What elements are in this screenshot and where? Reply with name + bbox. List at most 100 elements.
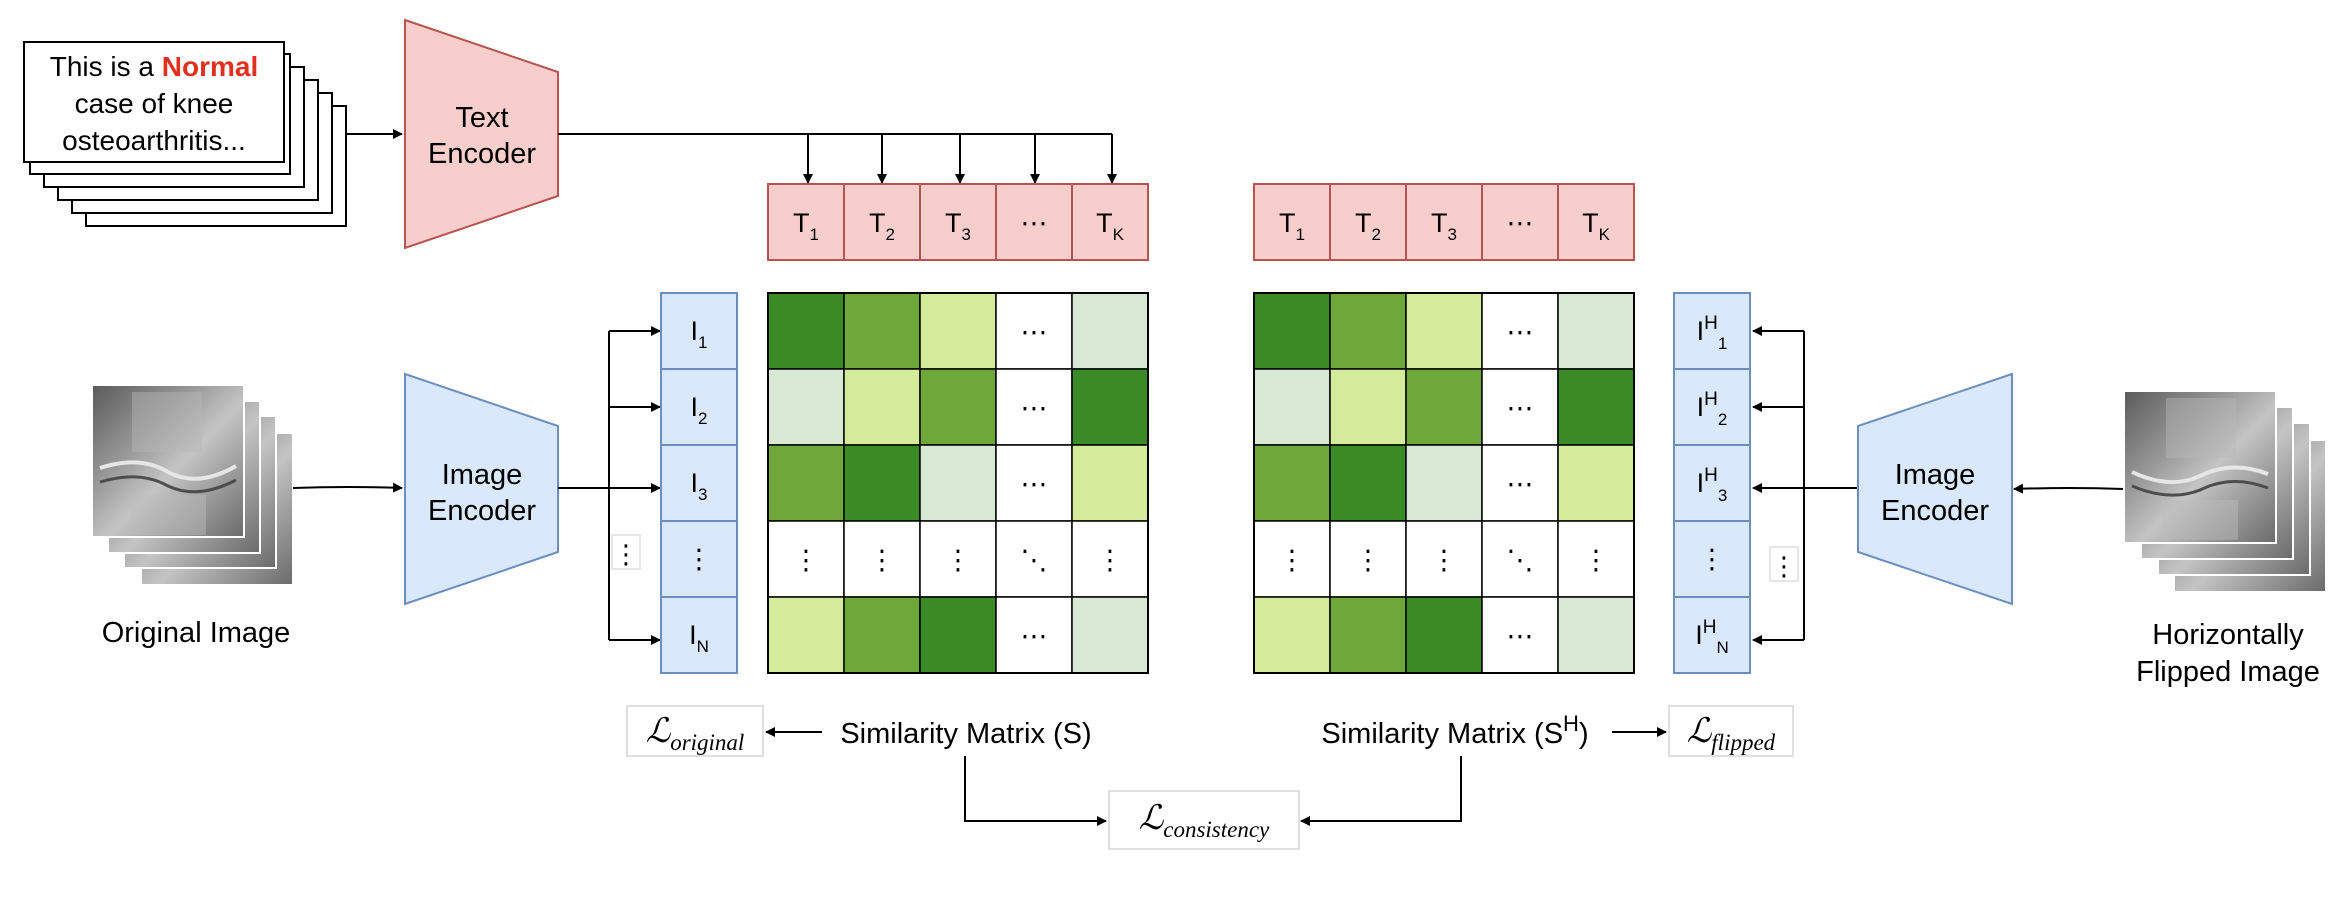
image-token-cell <box>1673 368 1751 446</box>
matrix-glyph: ⋮ <box>1279 545 1306 575</box>
text-encoder-fanout <box>558 133 1117 184</box>
matrix-glyph: ⋮ <box>1431 545 1458 575</box>
text-token-label: T2 <box>1355 208 1381 244</box>
text-token-label: T3 <box>1431 208 1457 244</box>
matrix-cell <box>1071 368 1149 446</box>
image-token-label: I3 <box>691 468 708 504</box>
matrix-cell <box>995 292 1073 370</box>
text-token-cell <box>919 183 997 261</box>
matrix-glyph: ⋮ <box>793 545 820 575</box>
matrix-glyph: ⋯ <box>1507 469 1534 499</box>
matrix-cell <box>767 596 845 674</box>
matrix-cell <box>1329 444 1407 522</box>
image-token-label: I1 <box>691 316 708 352</box>
matrix-cell <box>1329 368 1407 446</box>
image-token-column-right: IH1 IH2 IH3 ⋮ IHN <box>1673 292 1751 674</box>
vdots-right: ⋮ <box>1769 546 1799 582</box>
text-encoder-label-1: Text <box>455 102 508 134</box>
matrix-cell <box>767 292 845 370</box>
image-token-label: ⋮ <box>686 544 713 574</box>
matrix-glyph: ⋯ <box>1021 317 1048 347</box>
matrix-glyph: ⋮ <box>869 545 896 575</box>
matrix-cell <box>1253 444 1331 522</box>
matrix-border <box>1253 292 1635 674</box>
matrix-cell <box>1557 520 1635 598</box>
matrix-glyph: ⋯ <box>1507 317 1534 347</box>
matrix-cell <box>1481 444 1559 522</box>
image-token-label: IH1 <box>1697 313 1728 353</box>
matrix-cell <box>1329 292 1407 370</box>
matrix-cell <box>1557 292 1635 370</box>
image-token-label: ⋮ <box>1699 544 1726 574</box>
text-token-row-right: T1 T2 T3 ⋯ TK <box>1253 183 1635 261</box>
matrix-cell <box>1405 292 1483 370</box>
label-similarity-matrix-left: Similarity Matrix (S) <box>840 718 1091 750</box>
loss-flipped-symbol: ℒ <box>1687 713 1713 750</box>
image-encoder-left: Image Encoder <box>404 372 559 606</box>
matrix-border <box>767 292 1149 674</box>
similarity-matrix-right: ⋯ ⋯ ⋯ ⋮ ⋮ ⋮ ⋱ ⋮ ⋯ <box>1253 292 1635 674</box>
matrix-cell <box>1329 596 1407 674</box>
image-encoder-left-label-2: Encoder <box>428 495 536 527</box>
matrix-cell <box>1253 596 1331 674</box>
svg-text:ℒflipped: ℒflipped <box>1687 713 1776 755</box>
vdots-left: ⋮ <box>611 534 641 570</box>
matrix-glyph: ⋯ <box>1021 393 1048 423</box>
image-token-cell <box>1673 520 1751 598</box>
text-encoder-label-2: Encoder <box>428 138 536 170</box>
svg-text:ℒoriginal: ℒoriginal <box>646 713 745 755</box>
matrix-cell <box>1071 292 1149 370</box>
image-token-column-left: I1 I2 I3 ⋮ IN <box>660 292 738 674</box>
text-token-cell <box>843 183 921 261</box>
matrix-cell <box>1557 596 1635 674</box>
svg-text:ℒconsistency: ℒconsistency <box>1139 800 1270 842</box>
image-token-label: IHN <box>1695 617 1729 657</box>
matrix-cell <box>843 292 921 370</box>
matrix-cell <box>1071 520 1149 598</box>
matrix-glyph: ⋯ <box>1507 621 1534 651</box>
text-token-label: ⋯ <box>1021 208 1048 238</box>
matrix-cell <box>767 444 845 522</box>
matrix-cell <box>1071 596 1149 674</box>
matrix-cell <box>1405 444 1483 522</box>
matrix-cell <box>1481 596 1559 674</box>
matrix-glyph: ⋯ <box>1021 469 1048 499</box>
image-token-cell <box>1673 444 1751 522</box>
matrix-cell <box>995 444 1073 522</box>
arrow-image-to-encoder <box>292 482 403 493</box>
matrix-cell <box>1405 520 1483 598</box>
matrix-glyph: ⋱ <box>1507 545 1534 575</box>
matrix-cell <box>1557 368 1635 446</box>
loss-flipped-subscript: flipped <box>1711 730 1775 755</box>
text-token-cell <box>1253 183 1331 261</box>
image-token-label: I2 <box>691 392 708 428</box>
text-token-label: TK <box>1096 208 1125 244</box>
text-token-cell <box>1405 183 1483 261</box>
matrix-cell <box>919 444 997 522</box>
text-token-label: ⋯ <box>1507 208 1534 238</box>
image-encoder-right-label-1: Image <box>1895 459 1976 491</box>
flipped-image-stack <box>2123 390 2327 593</box>
matrix-cell <box>1557 444 1635 522</box>
text-token-label: T3 <box>945 208 971 244</box>
label-flipped-line-2: Flipped Image <box>2136 656 2320 688</box>
loss-consistency-box: ℒconsistency <box>1108 790 1300 850</box>
image-token-cell <box>660 444 738 522</box>
matrix-cell <box>1481 520 1559 598</box>
caption-line-2: case of knee <box>75 88 234 119</box>
text-token-cell <box>1329 183 1407 261</box>
text-token-label: TK <box>1582 208 1611 244</box>
label-original-image: Original Image <box>102 617 291 649</box>
knee-xray-image <box>91 384 245 538</box>
arrow-flipped-image-to-encoder <box>2013 483 2125 494</box>
loss-original-symbol: ℒ <box>646 713 672 750</box>
matrix-cell <box>919 368 997 446</box>
label-similarity-matrix-right: Similarity Matrix (SH) <box>1321 711 1588 750</box>
matrix-cell <box>1405 368 1483 446</box>
image-encoder-right-fanout <box>1752 326 1858 645</box>
image-token-label: IH3 <box>1697 465 1728 505</box>
image-token-cell <box>1673 596 1751 674</box>
loss-flipped-box: ℒflipped <box>1668 705 1794 757</box>
matrix-cell <box>1071 444 1149 522</box>
matrix-cell <box>767 368 845 446</box>
